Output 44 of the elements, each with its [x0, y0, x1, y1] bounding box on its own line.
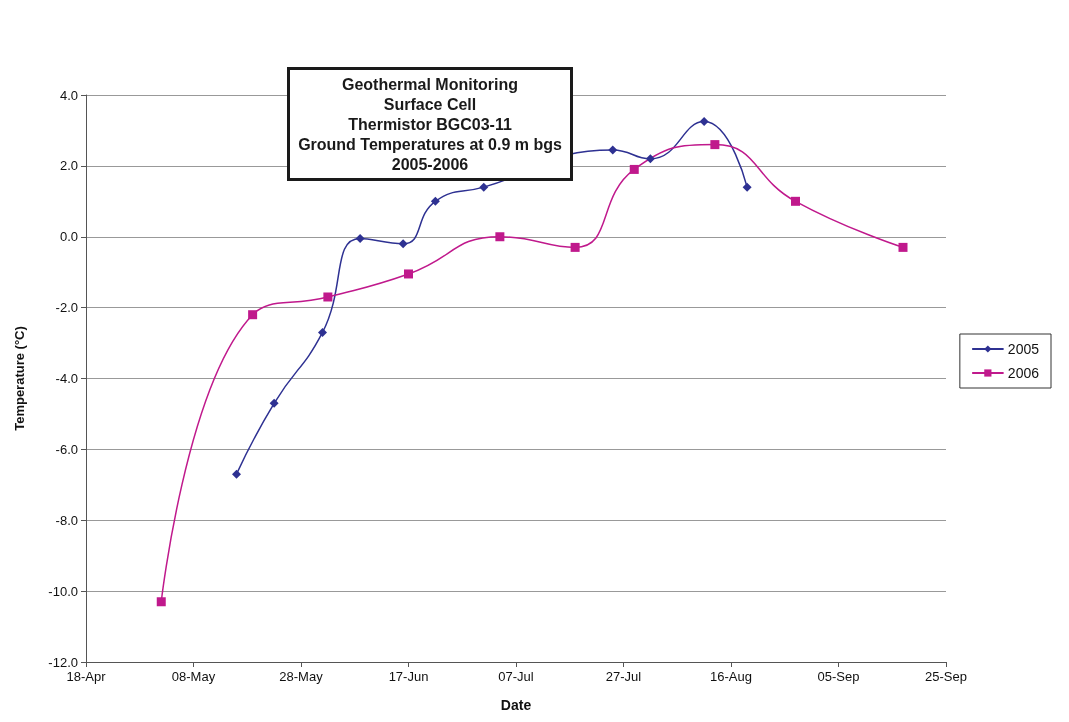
point — [742, 182, 752, 192]
x-tick-label: 18-Apr — [66, 669, 107, 684]
x-tick-label: 25-Sep — [925, 669, 967, 684]
y-tick-label: -8.0 — [55, 512, 78, 528]
point — [710, 140, 720, 150]
y-tick-label: 4.0 — [59, 87, 78, 103]
point — [629, 164, 639, 174]
x-tick-label: 17-Jun — [388, 669, 429, 684]
point — [248, 310, 258, 320]
point — [495, 232, 505, 242]
point — [355, 234, 365, 244]
point — [232, 469, 241, 479]
point — [430, 196, 440, 206]
point — [323, 292, 333, 302]
text: Geothermal Monitoring Surface Cell Thermistor BGC03-11 Ground Temperatures at 0.9 m bgs 2005-2006 — [298, 75, 562, 173]
x-tick-label: 08-May — [171, 669, 216, 684]
point — [398, 239, 408, 249]
point — [404, 269, 413, 279]
y-tick-label: -10.0 — [48, 583, 78, 599]
x-axis-title: Date — [500, 697, 532, 713]
x-tick-label: 05-Sep — [817, 669, 860, 684]
y-tick-label: 2.0 — [59, 158, 78, 174]
y-tick-label: -2.0 — [55, 300, 78, 316]
point — [570, 242, 580, 252]
y-tick-label: -12.0 — [48, 654, 78, 670]
point — [898, 242, 908, 252]
point — [699, 117, 709, 127]
y-tick-label: 0.0 — [59, 229, 78, 245]
legend-label: 2006 — [1007, 365, 1040, 381]
point — [479, 182, 489, 192]
y-tick-label: -4.0 — [55, 371, 78, 386]
x-tick-label: 28-May — [279, 669, 324, 684]
point — [318, 327, 327, 337]
point — [608, 145, 618, 155]
y-tick-label: -6.0 — [55, 441, 78, 457]
legend-label: 2005 — [1007, 341, 1040, 357]
point — [791, 196, 800, 206]
point — [269, 398, 279, 408]
x-tick-label: 16-Aug — [710, 669, 752, 684]
point — [645, 154, 655, 164]
x-tick-label: 27-Jul — [605, 669, 642, 684]
y-axis-title: Temperature (°C) — [12, 326, 27, 431]
point — [156, 597, 166, 607]
x-tick-label: 07-Jul — [498, 669, 534, 684]
